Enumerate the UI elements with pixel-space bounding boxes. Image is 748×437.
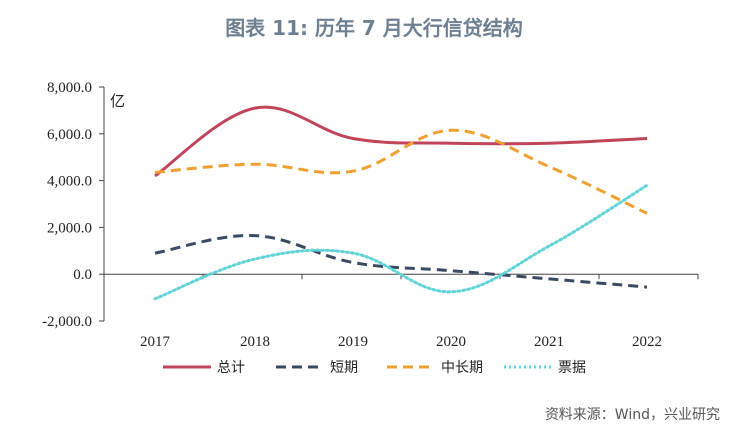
y-tick-label: 2,000.0 (47, 220, 92, 236)
x-tick-label: 2020 (436, 334, 466, 350)
series-line (154, 128, 648, 215)
x-tick-label: 2017 (140, 334, 171, 350)
series-lines (153, 105, 649, 301)
series-line (153, 183, 649, 301)
line-chart: 8,000.0 6,000.0 4,000.0 2,000.0 0.0 -2,000.0 2… (42, 80, 699, 376)
legend-label: 票据 (558, 360, 586, 376)
y-tick-label: 4,000.0 (47, 174, 92, 190)
x-tick-label: 2019 (338, 334, 368, 350)
y-tick-label: 8,000.0 (47, 80, 92, 96)
source-note: 资料来源：Wind，兴业研究 (544, 407, 720, 423)
legend: 总计 短期 中长期 票据 (163, 360, 586, 376)
series-line (154, 234, 648, 289)
chart-title: 图表 11: 历年 7 月大行信贷结构 (225, 16, 523, 40)
x-tick-label: 2022 (632, 334, 662, 350)
legend-label: 总计 (217, 360, 245, 376)
y-tick-label: 6,000.0 (47, 127, 92, 143)
x-tick-label: 2018 (240, 334, 270, 350)
y-tick-label: -2,000.0 (42, 314, 92, 330)
legend-label: 短期 (330, 360, 358, 376)
series-line (154, 105, 648, 178)
legend-label: 中长期 (441, 360, 483, 376)
y-tick-label: 0.0 (73, 267, 92, 283)
x-tick-label: 2021 (534, 334, 564, 350)
y-axis-unit-label: 亿 (110, 92, 125, 110)
